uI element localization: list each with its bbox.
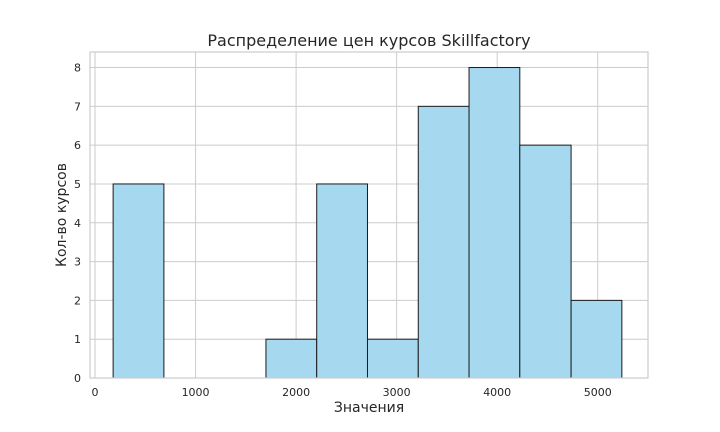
y-tick-label: 4 xyxy=(74,217,81,230)
y-tick-labels: 0 1 2 3 4 5 6 7 8 xyxy=(74,62,81,385)
y-tick-label: 1 xyxy=(74,333,81,346)
chart-title: Распределение цен курсов Skillfactory xyxy=(207,31,530,50)
histogram-bar xyxy=(570,299,623,379)
plot-frame xyxy=(89,51,649,379)
histogram-bar xyxy=(366,338,419,379)
histogram-bar xyxy=(265,338,318,379)
y-tick-label: 8 xyxy=(74,62,81,75)
bars xyxy=(112,67,623,379)
x-tick-label: 3000 xyxy=(383,386,411,399)
x-axis-label: Значения xyxy=(334,400,404,416)
y-tick-label: 2 xyxy=(74,294,81,307)
x-tick-label: 0 xyxy=(92,386,99,399)
histogram-bar xyxy=(316,183,368,379)
x-tick-label: 1000 xyxy=(182,386,210,399)
y-tick-label: 7 xyxy=(74,100,81,113)
x-tick-label: 5000 xyxy=(584,386,612,399)
y-tick-label: 0 xyxy=(74,372,81,385)
histogram-bar xyxy=(417,105,470,379)
x-tick-labels: 0 1000 2000 3000 4000 5000 xyxy=(92,386,612,399)
x-tick-label: 4000 xyxy=(483,386,511,399)
y-axis-label: Кол-во курсов xyxy=(54,163,70,267)
histogram-bar xyxy=(519,144,572,379)
y-tick-label: 6 xyxy=(74,139,81,152)
y-tick-label: 3 xyxy=(74,256,81,269)
y-tick-label: 5 xyxy=(74,178,81,191)
x-tick-label: 2000 xyxy=(282,386,310,399)
histogram-bar xyxy=(112,183,165,379)
histogram-bar xyxy=(468,67,521,379)
